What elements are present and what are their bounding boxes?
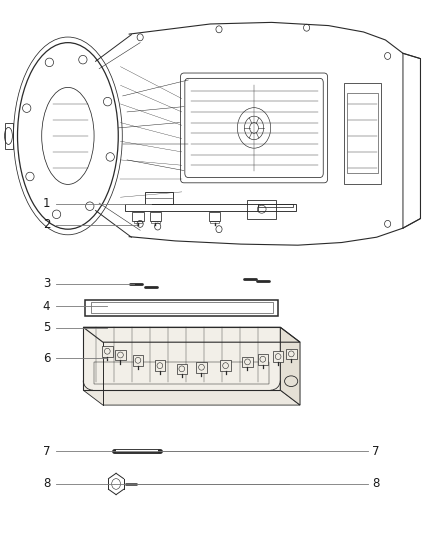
Text: 4: 4: [43, 300, 50, 313]
Text: 1: 1: [43, 197, 50, 210]
Text: 2: 2: [43, 219, 50, 231]
Text: 8: 8: [372, 478, 380, 490]
Polygon shape: [83, 390, 300, 405]
FancyBboxPatch shape: [133, 355, 143, 366]
Text: 8: 8: [43, 478, 50, 490]
FancyBboxPatch shape: [196, 362, 207, 373]
FancyBboxPatch shape: [115, 350, 126, 360]
FancyBboxPatch shape: [242, 357, 253, 367]
FancyBboxPatch shape: [286, 349, 297, 359]
Text: 7: 7: [43, 445, 50, 458]
FancyBboxPatch shape: [102, 346, 113, 357]
Polygon shape: [83, 327, 280, 390]
FancyBboxPatch shape: [177, 364, 187, 374]
FancyBboxPatch shape: [220, 360, 231, 371]
Text: 3: 3: [43, 277, 50, 290]
FancyBboxPatch shape: [155, 360, 165, 371]
Text: 7: 7: [372, 445, 380, 458]
FancyBboxPatch shape: [258, 354, 268, 365]
FancyBboxPatch shape: [273, 351, 283, 362]
Text: 6: 6: [43, 352, 50, 365]
Polygon shape: [280, 327, 300, 405]
Text: 5: 5: [43, 321, 50, 334]
